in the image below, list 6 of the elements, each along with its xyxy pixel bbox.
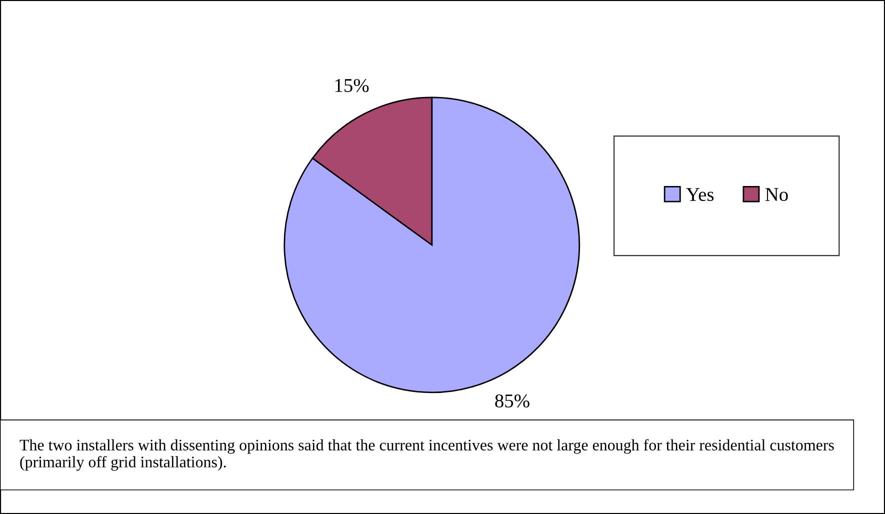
pie-slice	[284, 96, 580, 394]
data-label: 15%	[335, 78, 369, 92]
text: The two installers with dissenting opinions said that the current incentives were not large enough for their residential customers (primarily off grid installations).	[20, 439, 834, 471]
legend-label: Yes	[686, 188, 714, 202]
data-label: 85%	[495, 394, 530, 408]
legend-label: No	[765, 188, 788, 202]
